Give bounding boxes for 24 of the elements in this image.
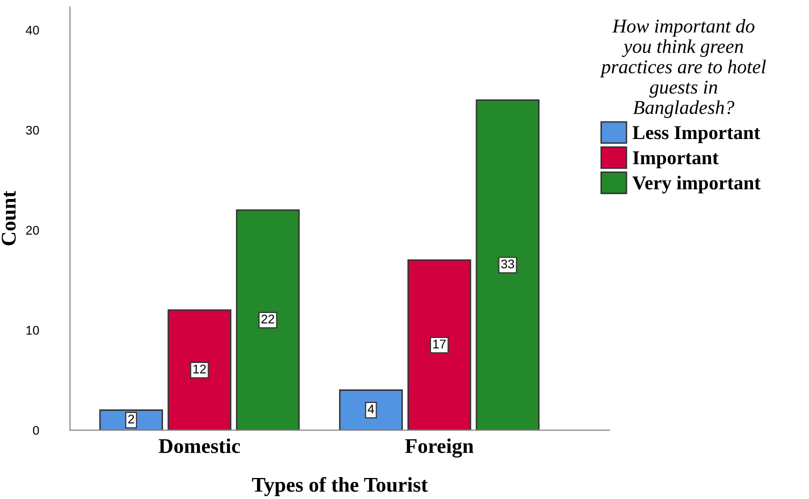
y-tick-label: 10 [26, 326, 39, 335]
y-tick-label: 20 [26, 226, 39, 235]
data-label: 17 [433, 340, 446, 348]
data-label: 4 [368, 404, 374, 414]
legend-label: Very important [632, 176, 761, 194]
y-tick-label: 0 [32, 426, 39, 435]
data-label: 2 [128, 414, 134, 424]
x-axis-title: Types of the Tourist [252, 476, 428, 496]
data-label: 22 [262, 314, 274, 324]
y-tick-label: 40 [26, 26, 39, 35]
bar [407, 259, 472, 430]
legend-title: How important do you think green practices are to hotel guests in Bangladesh? [600, 18, 766, 118]
legend-label: Important [632, 151, 719, 168]
legend-label: Less Important [632, 126, 760, 144]
y-tick-label: 30 [26, 126, 39, 135]
data-label: 33 [501, 260, 514, 268]
bar [236, 209, 300, 430]
x-tick-label: Foreign [405, 438, 474, 458]
y-axis-title: Count [2, 190, 16, 246]
x-tick-label: Domestic [158, 438, 240, 454]
bar [476, 99, 540, 430]
bar [339, 389, 403, 430]
bar [168, 309, 232, 430]
data-label: 12 [193, 364, 206, 374]
